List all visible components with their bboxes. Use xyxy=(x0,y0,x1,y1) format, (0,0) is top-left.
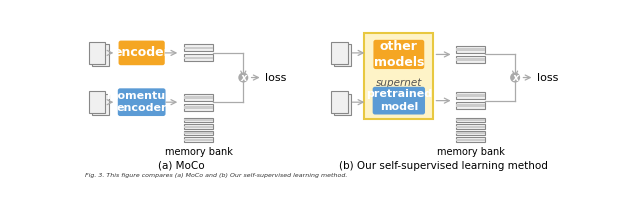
Bar xyxy=(184,46,213,49)
Bar xyxy=(184,45,213,51)
Text: memory bank: memory bank xyxy=(436,147,504,157)
Bar xyxy=(364,33,433,119)
Text: x: x xyxy=(240,73,246,83)
Bar xyxy=(184,94,213,101)
Bar xyxy=(88,42,106,64)
Bar xyxy=(334,45,351,66)
Bar xyxy=(184,138,213,142)
Bar xyxy=(456,56,485,63)
Bar xyxy=(456,58,485,61)
Circle shape xyxy=(510,72,520,83)
FancyBboxPatch shape xyxy=(372,87,425,114)
Circle shape xyxy=(238,72,248,83)
FancyBboxPatch shape xyxy=(118,41,164,65)
Bar xyxy=(331,91,348,113)
Bar xyxy=(184,119,213,121)
Text: loss: loss xyxy=(265,72,286,83)
Bar xyxy=(456,48,485,51)
Bar xyxy=(184,126,213,127)
Text: (b) Our self-supervised learning method: (b) Our self-supervised learning method xyxy=(339,161,548,171)
Bar xyxy=(184,104,213,111)
Bar xyxy=(184,96,213,98)
Bar xyxy=(184,132,213,134)
Bar xyxy=(92,94,109,115)
Bar xyxy=(456,124,485,129)
Bar xyxy=(456,94,485,97)
Bar xyxy=(456,139,485,141)
Text: loss: loss xyxy=(537,72,558,83)
Bar xyxy=(456,104,485,107)
Text: memory bank: memory bank xyxy=(164,147,232,157)
Bar xyxy=(184,139,213,141)
Text: (a) MoCo: (a) MoCo xyxy=(158,161,205,171)
Text: x: x xyxy=(512,73,518,83)
Bar xyxy=(456,131,485,136)
Text: encoder: encoder xyxy=(113,46,170,59)
Bar xyxy=(456,92,485,99)
Bar xyxy=(184,118,213,122)
Bar xyxy=(331,42,348,64)
Text: supernet: supernet xyxy=(376,78,422,88)
Bar xyxy=(184,124,213,129)
Bar xyxy=(92,45,109,66)
Bar xyxy=(456,119,485,121)
Bar xyxy=(456,132,485,134)
Bar xyxy=(184,57,213,59)
FancyBboxPatch shape xyxy=(373,40,424,69)
Bar xyxy=(184,106,213,109)
Text: other
models: other models xyxy=(374,40,424,69)
Text: momentum
encoder: momentum encoder xyxy=(106,91,177,113)
Text: pretrained
model: pretrained model xyxy=(366,89,432,112)
Bar xyxy=(456,126,485,127)
FancyBboxPatch shape xyxy=(118,88,166,116)
Text: Fig. 3. This figure compares (a) MoCo and (b) Our self-supervised learning metho: Fig. 3. This figure compares (a) MoCo an… xyxy=(86,173,348,178)
Bar xyxy=(456,46,485,53)
Bar xyxy=(184,54,213,61)
Bar xyxy=(184,131,213,136)
Bar xyxy=(88,91,106,113)
Bar xyxy=(334,94,351,115)
Bar xyxy=(456,118,485,122)
Bar xyxy=(456,102,485,109)
Bar xyxy=(456,138,485,142)
